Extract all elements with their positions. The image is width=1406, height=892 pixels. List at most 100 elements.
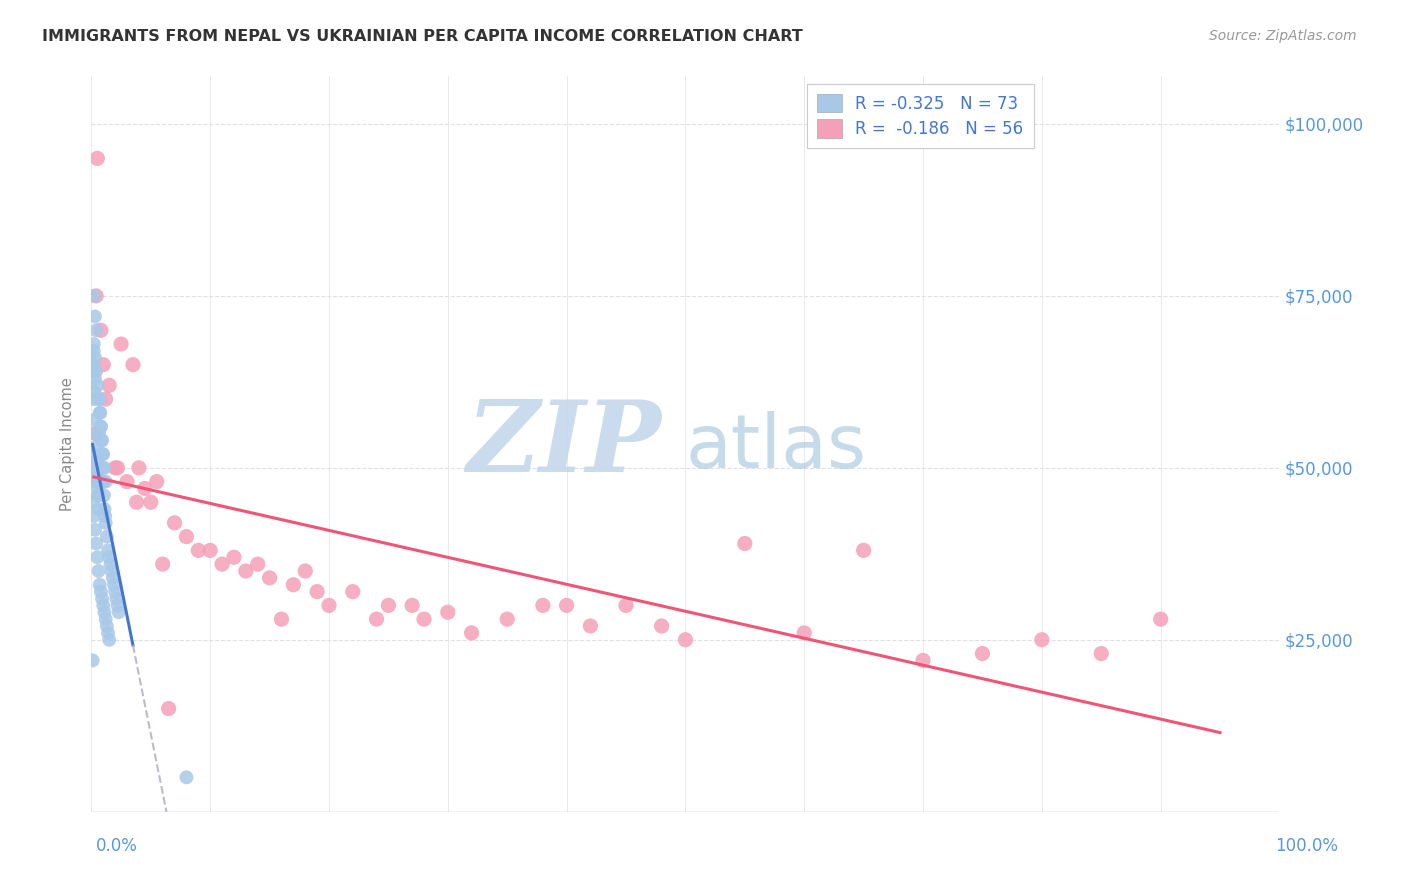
Point [115, 475, 138, 489]
Point [83, 343, 105, 358]
Point [413, 612, 436, 626]
Point [436, 605, 458, 619]
Point [82, 358, 104, 372]
Point [84, 289, 107, 303]
Point [84, 523, 107, 537]
Point [82, 653, 104, 667]
Point [83, 508, 105, 523]
Point [176, 770, 198, 784]
Point [222, 550, 245, 565]
Point [84, 351, 107, 365]
Point [94, 508, 117, 523]
Point [93, 605, 115, 619]
Point [87, 392, 110, 406]
Point [94, 392, 117, 406]
Y-axis label: Per Capita Income: Per Capita Income [60, 377, 76, 510]
Point [97, 543, 120, 558]
Point [86, 488, 108, 502]
Point [246, 557, 269, 571]
Point [93, 502, 115, 516]
Point [163, 516, 186, 530]
Point [614, 599, 637, 613]
Point [84, 460, 107, 475]
Point [89, 406, 111, 420]
Point [84, 426, 107, 441]
Point [1090, 647, 1112, 661]
Point [84, 475, 107, 489]
Point [122, 358, 145, 372]
Point [97, 626, 120, 640]
Point [235, 564, 257, 578]
Point [87, 426, 110, 441]
Point [83, 392, 105, 406]
Point [259, 571, 281, 585]
Point [96, 530, 118, 544]
Point [91, 599, 114, 613]
Point [107, 599, 129, 613]
Point [200, 543, 222, 558]
Point [1149, 612, 1171, 626]
Point [377, 599, 399, 613]
Point [91, 447, 114, 461]
Text: 100.0%: 100.0% [1275, 837, 1339, 855]
Point [101, 571, 124, 585]
Point [82, 495, 104, 509]
Point [496, 612, 519, 626]
Point [90, 323, 112, 337]
Point [187, 543, 209, 558]
Point [105, 591, 128, 606]
Point [98, 378, 121, 392]
Text: ZIP: ZIP [467, 395, 662, 492]
Point [86, 475, 108, 489]
Point [98, 550, 121, 565]
Point [103, 578, 125, 592]
Point [82, 447, 104, 461]
Point [270, 612, 292, 626]
Point [911, 653, 934, 667]
Point [211, 557, 233, 571]
Point [83, 460, 105, 475]
Point [152, 557, 174, 571]
Point [318, 599, 340, 613]
Point [342, 584, 364, 599]
Point [307, 584, 329, 599]
Point [84, 310, 107, 324]
Point [852, 543, 875, 558]
Point [86, 467, 108, 482]
Point [86, 550, 108, 565]
Point [87, 564, 110, 578]
Point [94, 612, 117, 626]
Point [104, 460, 127, 475]
Point [91, 358, 114, 372]
Point [460, 626, 482, 640]
Point [84, 440, 107, 454]
Point [366, 612, 388, 626]
Point [83, 289, 105, 303]
Point [84, 323, 107, 337]
Point [89, 406, 111, 420]
Point [84, 426, 107, 441]
Point [89, 578, 111, 592]
Point [93, 488, 115, 502]
Point [98, 632, 121, 647]
Point [531, 599, 554, 613]
Point [139, 495, 162, 509]
Text: IMMIGRANTS FROM NEPAL VS UKRAINIAN PER CAPITA INCOME CORRELATION CHART: IMMIGRANTS FROM NEPAL VS UKRAINIAN PER C… [42, 29, 803, 45]
Point [84, 365, 107, 379]
Point [673, 632, 696, 647]
Point [91, 591, 114, 606]
Point [84, 371, 107, 385]
Point [87, 475, 110, 489]
Point [82, 365, 104, 379]
Text: Source: ZipAtlas.com: Source: ZipAtlas.com [1209, 29, 1357, 44]
Point [83, 413, 105, 427]
Point [89, 392, 111, 406]
Text: atlas: atlas [685, 411, 866, 484]
Point [104, 584, 127, 599]
Point [100, 564, 122, 578]
Point [84, 536, 107, 550]
Point [94, 475, 117, 489]
Point [90, 419, 112, 434]
Point [157, 701, 180, 715]
Point [283, 578, 305, 592]
